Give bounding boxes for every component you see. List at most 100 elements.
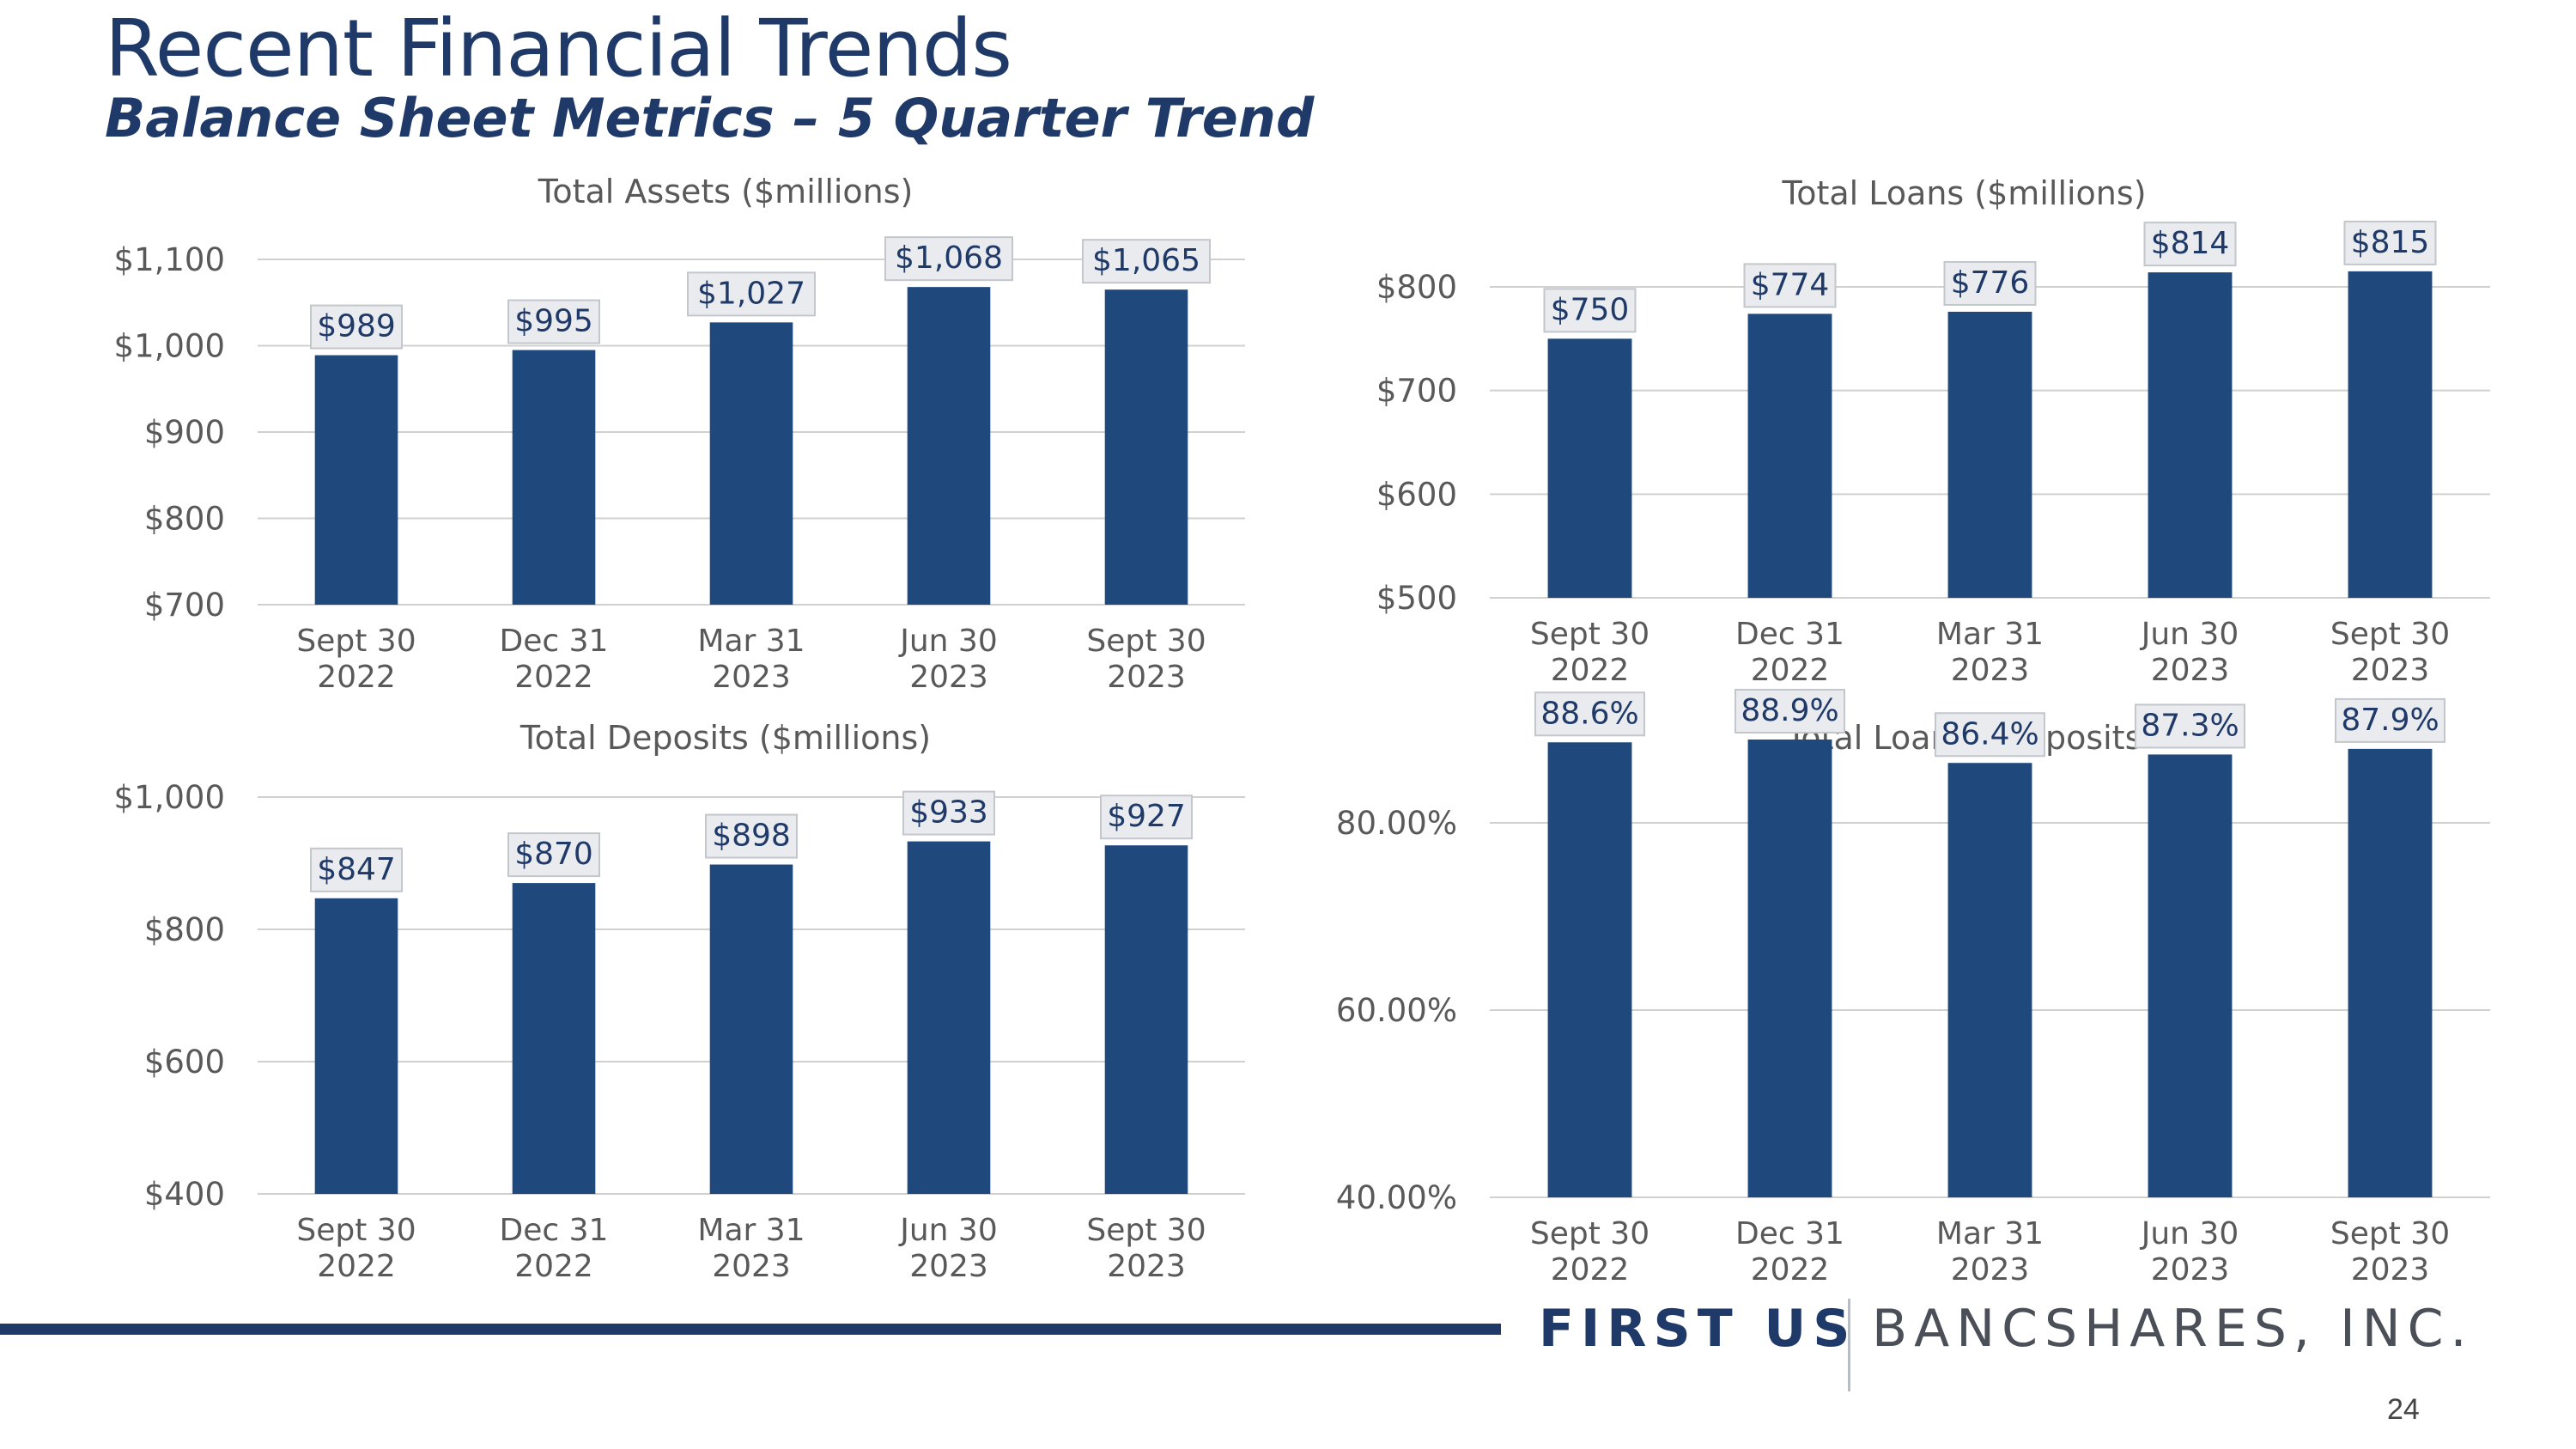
y-tick-label: $400 xyxy=(144,1176,225,1213)
x-tick-label: 2023 xyxy=(2151,653,2230,688)
x-tick-label: Dec 31 xyxy=(1735,617,1844,652)
data-label: $1,027 xyxy=(697,276,805,311)
x-tick-label: Sept 30 xyxy=(296,1213,416,1248)
data-label: $898 xyxy=(712,819,791,854)
chart-title: Total Loans ($millions) xyxy=(1781,174,2146,212)
data-label-box xyxy=(1543,288,1637,333)
data-label: $776 xyxy=(1951,265,2030,301)
data-label-box xyxy=(507,299,600,344)
total-assets-chart: Total Assets ($millions) $700 $800 $900 $1,0… xyxy=(114,173,1245,695)
x-tick-label: 2023 xyxy=(909,1249,988,1284)
data-label: $933 xyxy=(909,795,988,831)
bar xyxy=(512,883,596,1194)
x-tick-label: Dec 31 xyxy=(1735,1216,1844,1251)
x-tick-label: Jun 30 xyxy=(898,624,998,659)
chart-title: Total Deposits ($millions) xyxy=(519,719,931,757)
data-label: $870 xyxy=(514,837,593,872)
data-label: $774 xyxy=(1751,267,1830,302)
chart-title: Total Assets ($millions) xyxy=(538,173,914,210)
total-deposits-chart: Total Deposits ($millions) $400 $600 $800 $1… xyxy=(114,719,1245,1284)
bar xyxy=(512,350,596,605)
data-label-box xyxy=(1534,691,1645,737)
data-label: $1,065 xyxy=(1092,243,1200,278)
data-label: $750 xyxy=(1551,292,1630,327)
x-tick-label: 2022 xyxy=(1551,1252,1630,1288)
brand-name-bold: FIRST US xyxy=(1539,1299,1857,1359)
bar xyxy=(2148,272,2233,598)
total-loans-chart: Total Loans ($millions) $500 $600 $700 $800 $… xyxy=(1376,174,2490,688)
data-label-box xyxy=(1735,688,1845,734)
x-tick-label: Dec 31 xyxy=(500,624,609,659)
bar xyxy=(2148,754,2233,1197)
x-tick-label: 2023 xyxy=(909,660,988,695)
bar xyxy=(2348,271,2433,598)
bar xyxy=(1747,739,1832,1197)
bar xyxy=(1747,314,1832,598)
x-tick-label: 2023 xyxy=(2351,653,2430,688)
x-tick-label: Mar 31 xyxy=(697,1213,805,1248)
bar xyxy=(1947,311,2032,598)
data-label-box xyxy=(2143,222,2237,267)
y-tick-label: $1,000 xyxy=(114,328,225,365)
page-subtitle: Balance Sheet Metrics – 5 Quarter Trend xyxy=(105,87,1315,149)
x-tick-label: 2023 xyxy=(2151,1252,2230,1288)
y-tick-label: $600 xyxy=(144,1044,225,1081)
data-label: 86.4% xyxy=(1941,716,2038,752)
data-label-box xyxy=(687,271,816,317)
x-tick-label: 2023 xyxy=(1951,653,2030,688)
x-tick-label: Sept 30 xyxy=(1086,624,1206,659)
x-tick-label: 2022 xyxy=(1751,1252,1830,1288)
data-label-box xyxy=(2335,697,2445,743)
x-tick-label: Jun 30 xyxy=(898,1213,998,1248)
x-tick-label: 2022 xyxy=(317,1249,396,1284)
bar xyxy=(1547,338,1632,598)
bar xyxy=(1947,763,2032,1197)
x-tick-label: Sept 30 xyxy=(1530,1216,1649,1251)
y-tick-label: $500 xyxy=(1376,580,1457,617)
footer-rule xyxy=(0,1324,1501,1335)
bar xyxy=(314,898,398,1194)
x-tick-label: Mar 31 xyxy=(697,624,805,659)
x-tick-label: 2022 xyxy=(1751,653,1830,688)
brand-separator xyxy=(1848,1299,1850,1391)
x-tick-label: 2023 xyxy=(1107,1249,1186,1284)
data-label: $995 xyxy=(514,304,593,339)
y-tick-label: 60.00% xyxy=(1336,992,1457,1029)
x-tick-label: 2023 xyxy=(1951,1252,2030,1288)
y-tick-label: $800 xyxy=(144,501,225,538)
x-tick-label: Sept 30 xyxy=(1086,1213,1206,1248)
y-tick-label: $600 xyxy=(1376,476,1457,513)
y-tick-label: $800 xyxy=(1376,269,1457,306)
data-label: 88.6% xyxy=(1540,696,1638,731)
page-number: 24 xyxy=(2387,1393,2420,1426)
x-tick-label: Sept 30 xyxy=(296,624,416,659)
x-tick-label: Jun 30 xyxy=(2140,1216,2239,1251)
loans-to-deposits-chart: Total Loans / Deposits40.00%60.00%80.00%… xyxy=(1336,688,2490,1288)
data-label-box xyxy=(2135,703,2245,749)
x-tick-label: Jun 30 xyxy=(2140,617,2239,652)
data-label-box xyxy=(902,790,995,836)
data-label: $927 xyxy=(1107,799,1186,834)
x-tick-label: 2023 xyxy=(712,660,791,695)
data-label: $847 xyxy=(317,852,396,887)
data-label: 88.9% xyxy=(1741,693,1838,728)
bar xyxy=(709,322,793,605)
x-tick-label: 2022 xyxy=(317,660,396,695)
x-tick-label: Sept 30 xyxy=(2330,617,2450,652)
bar xyxy=(1104,289,1188,605)
data-label-box xyxy=(1743,263,1837,308)
x-tick-label: Dec 31 xyxy=(500,1213,609,1248)
x-tick-label: 2023 xyxy=(2351,1252,2430,1288)
data-label: $989 xyxy=(317,309,396,344)
x-tick-label: Sept 30 xyxy=(2330,1216,2450,1251)
bar xyxy=(314,355,398,605)
x-tick-label: 2023 xyxy=(712,1249,791,1284)
y-tick-label: $700 xyxy=(1376,373,1457,410)
x-tick-label: Mar 31 xyxy=(1936,617,2044,652)
data-label: 87.9% xyxy=(2341,703,2439,738)
data-label-box xyxy=(1935,712,2045,758)
bar xyxy=(907,841,991,1194)
x-tick-label: 2023 xyxy=(1107,660,1186,695)
data-label-box xyxy=(705,813,798,859)
data-label-box xyxy=(507,832,600,878)
